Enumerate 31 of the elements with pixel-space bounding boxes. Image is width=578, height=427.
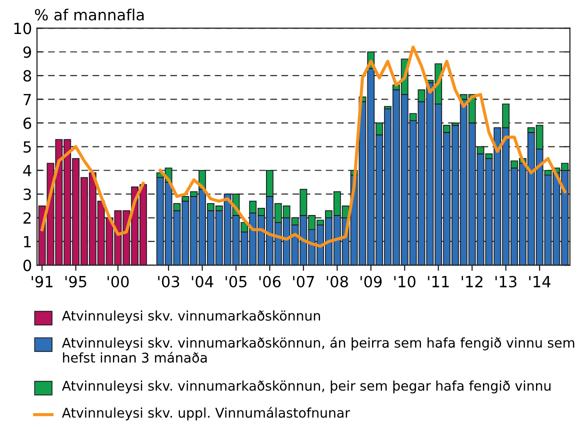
x-tick-label: '07 (293, 276, 314, 288)
y-tick-label: 9 (23, 46, 32, 58)
x-tick-label: '05 (226, 276, 246, 288)
x-tick-label: '09 (360, 276, 382, 288)
y-tick-label: 1 (24, 236, 31, 248)
y-tick-label: 3 (24, 188, 31, 200)
x-tick-label: '00 (108, 276, 129, 288)
legend-label: Atvinnuleysi skv. uppl. Vinnumálastofnunar (62, 406, 350, 420)
y-tick-label: 4 (23, 165, 32, 176)
y-tick-label: 0 (23, 260, 32, 272)
legend-label: Atvinnuleysi skv. vinnumarkaðskönnun (62, 310, 320, 324)
x-tick-label: '95 (65, 276, 86, 288)
x-tick-label: '10 (394, 276, 416, 288)
x-tick-label: '11 (428, 276, 449, 288)
x-tick-label: '91 (32, 276, 52, 288)
y-tick-label: 8 (23, 70, 32, 82)
y-tick-label: 10 (14, 22, 32, 34)
x-tick-label: '06 (259, 276, 281, 288)
y-tick-label: 5 (24, 141, 31, 153)
legend-label: Atvinnuleysi skv. vinnumarkaðskönnun, án þeirra sem hafa fengið vinnu sem hefst innan 3 mánaða (62, 336, 574, 363)
x-tick-label: '12 (462, 276, 482, 288)
x-tick-label: '04 (192, 276, 214, 288)
y-tick-label: 2 (24, 212, 31, 224)
x-tick-label: '08 (326, 276, 348, 288)
x-tick-label: '13 (495, 276, 516, 288)
y-tick-label: 7 (24, 94, 31, 106)
y-tick-label: 6 (23, 117, 32, 129)
x-tick-label: '03 (158, 276, 180, 288)
y-axis-title: % af mannafla (34, 8, 144, 21)
legend-label: Atvinnuleysi skv. vinnumarkaðskönnun, þeir sem þegar hafa fengið vinnu (62, 380, 550, 394)
x-tick-label: '14 (529, 276, 551, 288)
